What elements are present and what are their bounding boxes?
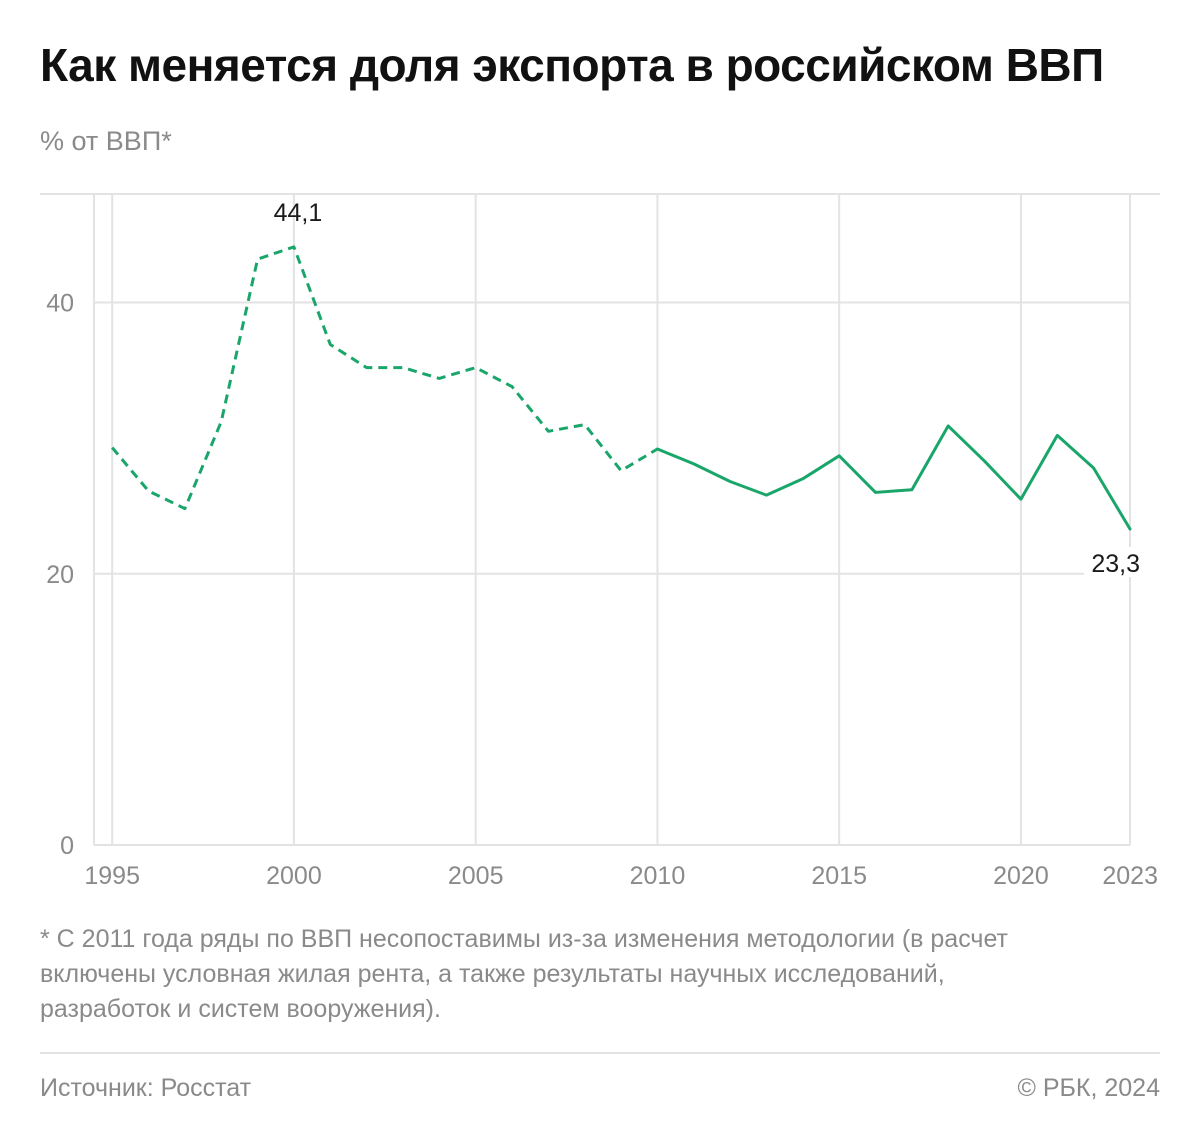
x-tick-label: 2015	[811, 862, 867, 890]
x-tick-label: 1995	[84, 862, 140, 890]
x-tick-label: 2010	[630, 862, 686, 890]
x-tick-label: 2023	[1102, 862, 1158, 890]
x-tick-label: 2020	[993, 862, 1049, 890]
series-line-solid	[655, 424, 1132, 531]
source-note: Источник: Росстат	[40, 1074, 252, 1102]
data-label: 23,3	[1091, 550, 1140, 578]
chart-subtitle: % от ВВП*	[40, 126, 172, 156]
footer-divider	[40, 1052, 1160, 1054]
data-label: 44,1	[274, 199, 323, 227]
data-label-bg	[1084, 546, 1146, 577]
line-chart: 0 20 40 1995 2000 2005 2010 2015 2020 2023 44,1 23,…	[40, 193, 1160, 890]
copyright: © РБК, 2024	[1017, 1074, 1160, 1102]
chart-title: Как меняется доля экспорта в российском …	[40, 39, 1104, 91]
y-tick-label: 40	[46, 290, 74, 318]
x-tick-label: 2005	[448, 862, 504, 890]
series-line-dashed	[111, 245, 659, 511]
y-tick-label: 20	[46, 561, 74, 589]
x-tick-label: 2000	[266, 862, 322, 890]
footnote: * С 2011 года ряды по ВВП несопоставимы …	[40, 925, 1008, 1023]
y-tick-label: 0	[60, 832, 74, 860]
